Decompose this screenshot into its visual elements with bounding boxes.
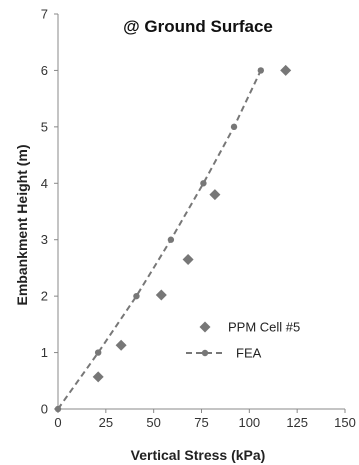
fea-line bbox=[57, 69, 262, 410]
fea-point bbox=[167, 236, 175, 243]
x-tick-label: 25 bbox=[99, 415, 113, 430]
y-tick-label: 7 bbox=[41, 7, 48, 22]
chart-title: @ Ground Surface bbox=[123, 17, 273, 36]
fea-point bbox=[94, 349, 102, 356]
y-tick-label: 4 bbox=[41, 176, 48, 191]
x-tick-label: 150 bbox=[334, 415, 356, 430]
x-tick-label: 75 bbox=[194, 415, 208, 430]
x-tick-label: 50 bbox=[146, 415, 160, 430]
fea-point bbox=[230, 123, 238, 131]
legend-fea-marker bbox=[201, 349, 209, 357]
x-tick-label: 0 bbox=[54, 415, 61, 430]
ppm-point bbox=[182, 253, 194, 265]
x-tick-label: 125 bbox=[286, 415, 308, 430]
x-tick-label: 100 bbox=[238, 415, 260, 430]
fea-point bbox=[133, 292, 140, 300]
fea-series bbox=[54, 67, 265, 413]
ppm-point bbox=[155, 289, 167, 301]
y-axis-title: Embankment Height (m) bbox=[14, 144, 30, 305]
ppm-point bbox=[209, 189, 221, 201]
fea-point bbox=[257, 67, 265, 74]
axes bbox=[54, 13, 346, 413]
ppm-point bbox=[280, 64, 292, 76]
ppm-point bbox=[92, 371, 104, 383]
legend-ppm-label: PPM Cell #5 bbox=[228, 320, 300, 335]
x-axis-title: Vertical Stress (kPa) bbox=[131, 447, 266, 463]
y-tick-label: 0 bbox=[41, 402, 48, 417]
ppm-series bbox=[92, 64, 292, 383]
fea-point bbox=[200, 180, 207, 187]
tick-labels: 0 25 50 75 100 125 150 0 1 2 3 4 5 6 7 bbox=[41, 7, 356, 431]
ppm-point bbox=[115, 339, 127, 351]
y-tick-label: 2 bbox=[41, 289, 48, 304]
y-tick-label: 1 bbox=[41, 345, 48, 360]
legend: PPM Cell #5 FEA bbox=[186, 320, 300, 361]
y-tick-label: 3 bbox=[41, 232, 48, 247]
fea-point bbox=[54, 405, 62, 413]
y-tick-label: 5 bbox=[41, 119, 48, 134]
legend-ppm-marker bbox=[199, 321, 211, 333]
legend-fea-label: FEA bbox=[236, 346, 262, 361]
y-tick-label: 6 bbox=[41, 63, 48, 78]
